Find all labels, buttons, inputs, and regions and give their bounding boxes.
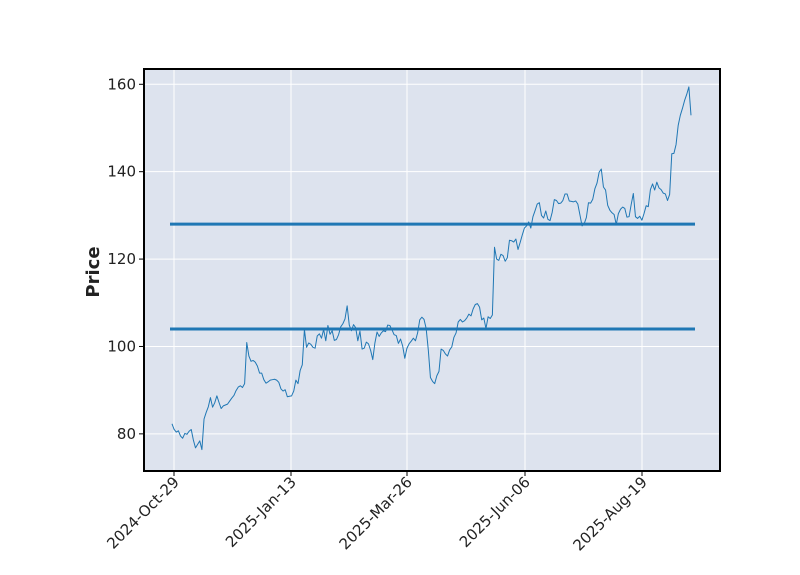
x-tick-label: 2025-Jan-13 <box>222 473 300 551</box>
y-axis-ticks: 80 100 120 140 160 <box>107 75 144 443</box>
plot-frame <box>143 68 721 472</box>
x-tick-label: 2025-Mar-26 <box>336 473 416 553</box>
plot-background <box>144 69 720 471</box>
horizontal-levels <box>170 222 695 331</box>
y-tick-label: 140 <box>107 163 136 181</box>
y-tick-label: 160 <box>107 75 136 93</box>
y-tick-label: 100 <box>107 337 136 355</box>
x-tick-label: 2024-Oct-29 <box>103 473 183 553</box>
price-series-line <box>171 86 692 451</box>
y-axis-label: Price <box>83 246 104 297</box>
grid-lines <box>144 69 720 471</box>
y-tick-label: 120 <box>107 250 136 268</box>
y-tick-label: 80 <box>117 425 136 443</box>
x-tick-label: 2025-Jun-06 <box>456 473 534 551</box>
x-tick-label: 2025-Aug-19 <box>569 473 650 554</box>
x-axis-ticks: 2024-Oct-29 2025-Jan-13 2025-Mar-26 2025-Ju… <box>103 471 651 554</box>
